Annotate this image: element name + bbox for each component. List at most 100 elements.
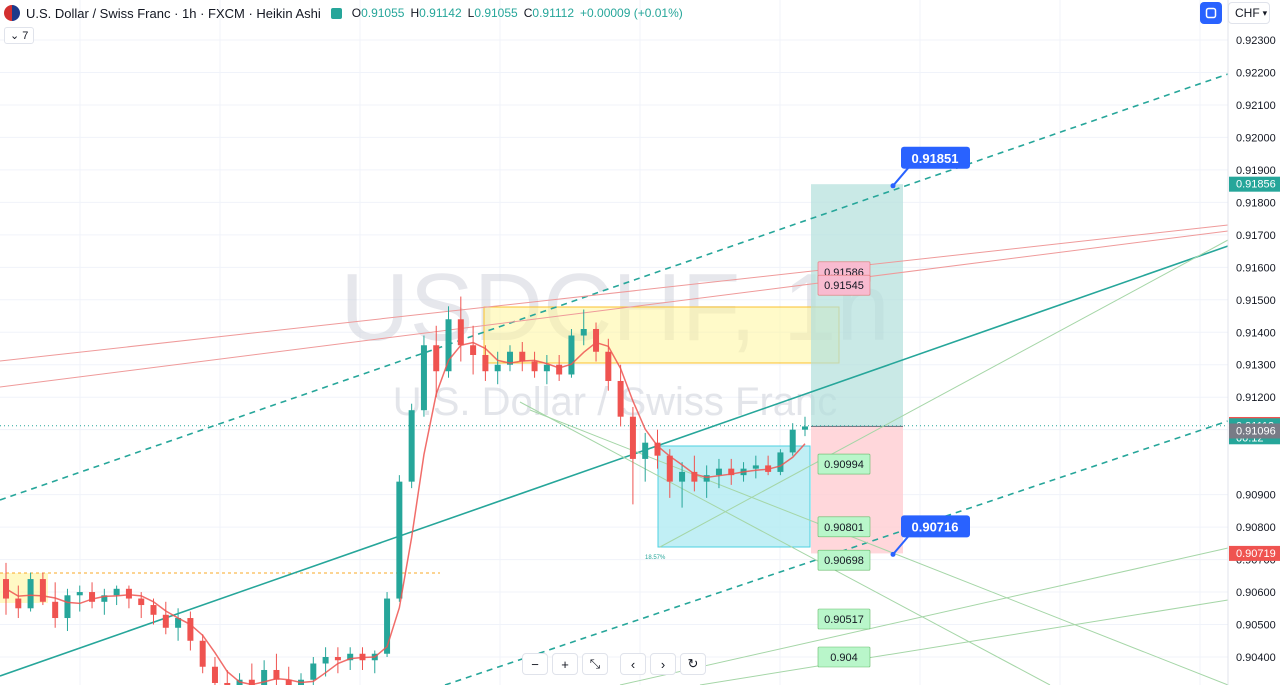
candle-up — [543, 354, 550, 385]
candle-body — [64, 595, 71, 619]
price-label-0-90517: 0.90517 — [817, 608, 871, 630]
candle-body — [248, 679, 255, 685]
candle-up — [568, 329, 575, 378]
candle-body — [679, 471, 686, 482]
reset-chart-button[interactable]: ↻ — [680, 653, 706, 675]
candle-body — [777, 452, 784, 472]
candle-body — [752, 465, 759, 469]
lock-scale-icon — [1205, 7, 1217, 19]
reset-scale-button[interactable]: ⤡ — [582, 653, 608, 675]
candle-body — [199, 640, 206, 667]
candle-body — [76, 592, 83, 596]
candle-down — [150, 598, 157, 625]
supply-zone — [483, 306, 840, 364]
axis-tag-text: 0.90719 — [1236, 548, 1276, 560]
candle-body — [15, 598, 22, 609]
candle-up — [261, 660, 268, 685]
callout-pointer — [892, 165, 911, 187]
ohlc-open: O0.91055 — [351, 6, 405, 20]
price-label-box — [817, 516, 871, 538]
candle-up — [494, 351, 501, 385]
candle-up — [371, 650, 378, 674]
candle-up — [445, 306, 452, 378]
price-axis-tick: 0.90600 — [1236, 587, 1276, 599]
price-axis-tick: 0.92200 — [1236, 67, 1276, 79]
candle-body — [433, 345, 440, 372]
channel-lower-line — [444, 420, 1229, 685]
candle-body — [568, 335, 575, 375]
candle-up — [76, 585, 83, 612]
candle-body — [113, 588, 120, 596]
candle-up — [101, 588, 108, 615]
price-axis-tick: 0.90400 — [1236, 652, 1276, 664]
candle-up — [322, 647, 329, 677]
indicators-toggle[interactable]: ⌄ 7 — [4, 27, 35, 44]
candle-down — [519, 342, 526, 372]
ohlc-high: H0.91142 — [410, 6, 462, 20]
trendline-main — [0, 245, 1229, 677]
candle-body — [273, 669, 280, 680]
candle-body — [494, 364, 501, 372]
candle-down — [125, 585, 132, 609]
candle-body — [125, 588, 132, 599]
candle-body — [543, 364, 550, 372]
candle-body — [334, 657, 341, 661]
price-label-0-904: 0.904 — [817, 646, 871, 668]
candle-body — [52, 601, 59, 619]
chart-nav-toolbar: − + ⤡ ‹ › ↻ — [522, 653, 706, 675]
candle-down — [52, 582, 59, 628]
symbol-title[interactable]: U.S. Dollar / Swiss Franc · 1h · FXCM · … — [26, 5, 321, 21]
candle-body — [101, 595, 108, 602]
price-label-box — [817, 549, 871, 571]
candle-body — [175, 618, 182, 628]
candle-up — [27, 572, 34, 612]
candle-body — [531, 361, 538, 372]
candle-body — [605, 351, 612, 381]
candle-down — [482, 345, 489, 381]
axis-tag-0-91096: 0.91096 — [1229, 423, 1280, 439]
axis-tag-text: 0.91856 — [1236, 179, 1276, 191]
candle-up — [64, 588, 71, 632]
candle-body — [89, 592, 96, 602]
axis-tag-text: 0.91096 — [1236, 425, 1276, 437]
market-status-icon — [330, 7, 342, 19]
price-axis-tick: 0.90500 — [1236, 620, 1276, 632]
candle-body — [728, 468, 735, 476]
candle-up — [298, 673, 305, 685]
candle-body — [470, 345, 477, 355]
candle-down — [457, 296, 464, 362]
candle-up — [642, 432, 649, 482]
price-axis-tick: 0.90800 — [1236, 522, 1276, 534]
price-axis-tick: 0.92300 — [1236, 35, 1276, 47]
callout-0-90716: 0.90716 — [890, 515, 970, 557]
candle-down — [285, 666, 292, 685]
candle-down — [39, 572, 46, 606]
callout-anchor — [890, 551, 896, 557]
candle-up — [752, 455, 759, 479]
ohlc-close: C0.91112 — [523, 6, 574, 20]
axis-tag-0-90719: 0.90719 — [1229, 545, 1280, 561]
lock-scale-button[interactable] — [1200, 2, 1222, 24]
zoom-out-button[interactable]: − — [522, 653, 548, 675]
candle-down — [728, 458, 735, 485]
zoom-in-button[interactable]: + — [552, 653, 578, 675]
indicators-count: 7 — [22, 30, 29, 42]
candle-down — [433, 325, 440, 398]
callout-text: 0.90716 — [912, 519, 959, 534]
candle-up — [789, 423, 796, 456]
axis-tag-box — [1229, 545, 1280, 561]
moving-average-line — [5, 341, 806, 685]
candle-down — [470, 325, 477, 375]
candle-down — [654, 429, 661, 469]
candle-down — [531, 351, 538, 378]
candle-body — [457, 319, 464, 346]
currency-button[interactable]: CHF ▾ — [1228, 2, 1270, 24]
price-label-0-90801: 0.90801 — [817, 516, 871, 538]
candle-body — [347, 653, 354, 661]
scroll-right-button[interactable]: › — [650, 653, 676, 675]
candle-body — [322, 657, 329, 664]
price-label-box — [817, 274, 871, 296]
scroll-left-button[interactable]: ‹ — [620, 653, 646, 675]
candle-up — [715, 458, 722, 489]
